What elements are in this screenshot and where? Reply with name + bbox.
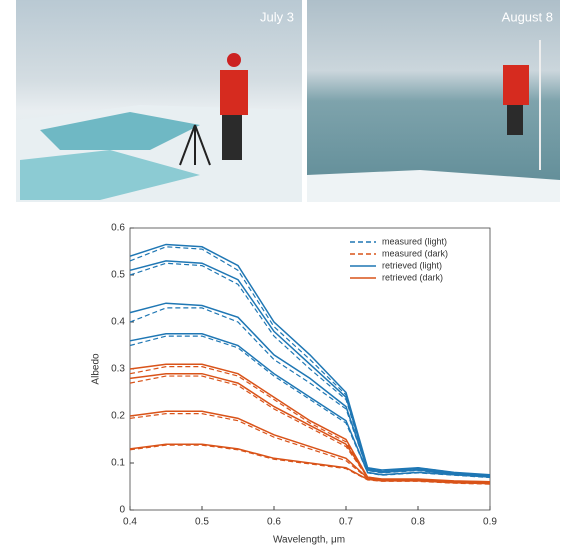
albedo-curve xyxy=(129,410,491,484)
y-tick-label: 0 xyxy=(119,505,125,516)
albedo-curve xyxy=(129,333,491,478)
albedo-curve xyxy=(129,260,491,477)
albedo-curve xyxy=(129,335,491,479)
y-tick-label: 0.2 xyxy=(111,411,125,422)
y-tick-label: 0.4 xyxy=(111,317,125,328)
y-tick-label: 0.1 xyxy=(111,458,125,469)
photo-label: August 8 xyxy=(502,9,553,24)
x-tick-label: 0.7 xyxy=(339,517,353,528)
albedo-curve xyxy=(129,375,491,483)
legend-label: retrieved (light) xyxy=(382,260,442,270)
photo-label: July 3 xyxy=(260,9,294,24)
legend-label: retrieved (dark) xyxy=(382,272,443,282)
legend-label: measured (light) xyxy=(382,236,447,246)
y-tick-label: 0.6 xyxy=(111,223,125,234)
albedo-curve xyxy=(129,302,491,477)
x-axis-label: Wavelength, μm xyxy=(273,535,345,546)
albedo-curve xyxy=(129,246,491,476)
photo-july: July 3 xyxy=(16,0,302,202)
photo-august: August 8 xyxy=(307,0,560,202)
y-tick-label: 0.5 xyxy=(111,270,125,281)
albedo-curve xyxy=(129,444,491,485)
x-tick-label: 0.4 xyxy=(123,517,137,528)
albedo-curve xyxy=(129,243,491,476)
legend-label: measured (dark) xyxy=(382,248,448,258)
x-tick-label: 0.5 xyxy=(195,517,209,528)
x-tick-label: 0.6 xyxy=(267,517,281,528)
albedo-curve xyxy=(129,366,491,483)
albedo-curve xyxy=(129,307,491,478)
albedo-curve xyxy=(129,443,491,485)
x-tick-label: 0.9 xyxy=(483,517,497,528)
x-tick-label: 0.8 xyxy=(411,517,425,528)
y-tick-label: 0.3 xyxy=(111,364,125,375)
y-axis-label: Albedo xyxy=(91,353,102,385)
